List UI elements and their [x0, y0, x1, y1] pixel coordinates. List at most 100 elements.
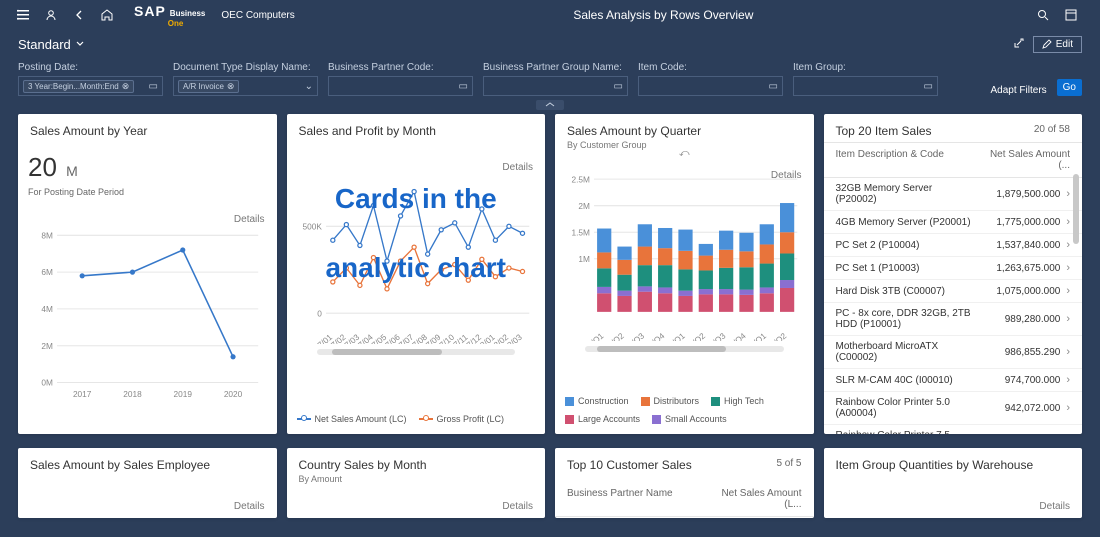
filter-item-group: Item Group: ▭: [793, 62, 938, 96]
filter-input-bp-code[interactable]: ▭: [328, 76, 473, 96]
filter-bp-code: Business Partner Code: ▭: [328, 62, 473, 96]
filter-label: Business Partner Group Name:: [483, 62, 628, 73]
chevron-down-icon[interactable]: ⌄: [305, 81, 313, 92]
table-row[interactable]: SLR M-CAM 40C (I00010)974,700.000›: [824, 369, 1083, 392]
details-link[interactable]: Details: [234, 214, 265, 225]
svg-text:1M: 1M: [578, 254, 590, 264]
table-row[interactable]: Rainbow Color Printer 5.0 (A00004)942,07…: [824, 392, 1083, 425]
filter-input-item-group[interactable]: ▭: [793, 76, 938, 96]
details-link[interactable]: Details: [771, 170, 802, 181]
table-header: Business Partner Name Net Sales Amount (…: [555, 482, 814, 517]
svg-text:1.5M: 1.5M: [571, 227, 590, 237]
table-row[interactable]: PC Set 1 (P10003)1,263,675.000›: [824, 257, 1083, 280]
table-row[interactable]: 32GB Memory Server (P20002)1,879,500.000…: [824, 178, 1083, 211]
filter-label: Business Partner Code:: [328, 62, 473, 73]
variant-selector[interactable]: Standard: [18, 37, 85, 52]
chevron-right-icon: ›: [1066, 216, 1070, 228]
cards-row-1: Sales Amount by Year 20 M For Posting Da…: [0, 106, 1100, 442]
card-count: 20 of 58: [1034, 124, 1070, 135]
user-icon[interactable]: [40, 4, 62, 26]
value-help-icon[interactable]: ▭: [769, 81, 778, 92]
table-row[interactable]: 4GB Memory Server (P20001)1,775,000.000›: [824, 211, 1083, 234]
filter-input-item-code[interactable]: ▭: [638, 76, 783, 96]
filter-label: Document Type Display Name:: [173, 62, 318, 73]
edit-button-label: Edit: [1056, 39, 1073, 50]
edit-button[interactable]: Edit: [1033, 36, 1082, 53]
card-sales-by-employee: Sales Amount by Sales Employee Details: [18, 448, 277, 518]
home-icon[interactable]: [96, 4, 118, 26]
svg-text:0: 0: [317, 308, 322, 318]
card-sales-by-year: Sales Amount by Year 20 M For Posting Da…: [18, 114, 277, 434]
stacked-bar-chart: 1M1.5M2M2.5M2017/Q12017/Q22017/Q32017/Q4…: [565, 175, 804, 341]
filter-label: Posting Date:: [18, 62, 163, 73]
filter-input-doc-type[interactable]: A/R Invoice⊗ ⌄: [173, 76, 318, 96]
svg-text:6M: 6M: [41, 267, 53, 277]
card-title: Country Sales by Month: [299, 458, 534, 472]
filter-token: 3 Year:Begin...Month:End⊗: [23, 80, 134, 93]
table-row[interactable]: PC Set 2 (P10004)1,537,840.000›: [824, 234, 1083, 257]
filter-input-bp-group[interactable]: ▭: [483, 76, 628, 96]
card-title: Sales Amount by Sales Employee: [30, 458, 265, 472]
filter-item-code: Item Code: ▭: [638, 62, 783, 96]
chevron-right-icon: ›: [1066, 374, 1070, 386]
kpi-subtitle: For Posting Date Period: [28, 187, 267, 197]
variant-name: Standard: [18, 37, 71, 52]
filter-doc-type: Document Type Display Name: A/R Invoice⊗…: [173, 62, 318, 96]
token-remove-icon[interactable]: ⊗: [227, 81, 235, 92]
table-col-1: Item Description & Code: [836, 149, 980, 171]
value-help-icon[interactable]: ▭: [614, 81, 623, 92]
card-item-group-warehouse: Item Group Quantities by Warehouse Detai…: [824, 448, 1083, 518]
details-link[interactable]: Details: [1039, 501, 1070, 512]
adapt-filters-button[interactable]: Adapt Filters: [991, 85, 1047, 96]
table-col-2: Net Sales Amount (...: [980, 149, 1070, 171]
card-country-sales: Country Sales by Month By Amount Details: [287, 448, 546, 518]
table-row[interactable]: Hard Disk 3TB (C00007)1,075,000.000›: [824, 280, 1083, 303]
chart-legend: ConstructionDistributorsHigh TechLarge A…: [555, 390, 814, 434]
card-sales-profit-month: Sales and Profit by Month Details Cards …: [287, 114, 546, 434]
value-help-icon[interactable]: ▭: [459, 81, 468, 92]
card-title: Item Group Quantities by Warehouse: [836, 458, 1071, 472]
chevron-right-icon: ›: [1066, 313, 1070, 325]
collapse-filter-icon[interactable]: [536, 100, 564, 110]
logo-sap-text: SAP: [134, 3, 166, 19]
details-link[interactable]: Details: [234, 501, 265, 512]
value-help-icon[interactable]: ▭: [924, 81, 933, 92]
chart-h-scrollbar[interactable]: [585, 346, 784, 352]
chart-legend: Net Sales Amount (LC)Gross Profit (LC): [287, 408, 546, 434]
menu-icon[interactable]: [12, 4, 34, 26]
go-button[interactable]: Go: [1057, 79, 1082, 96]
details-link[interactable]: Details: [502, 501, 533, 512]
chart-h-scrollbar[interactable]: [317, 349, 516, 355]
svg-text:500K: 500K: [302, 221, 322, 231]
top-header: SAP BusinessOne OEC Computers Sales Anal…: [0, 0, 1100, 30]
line-chart-year: 0M2M4M6M8M2017201820192020: [28, 227, 267, 403]
value-help-icon[interactable]: ▭: [149, 81, 158, 92]
search-icon[interactable]: [1032, 4, 1054, 26]
table-row[interactable]: Motherboard MicroATX (C00002)986,855.290…: [824, 336, 1083, 369]
scrollbar[interactable]: [1073, 174, 1079, 244]
table-header: Item Description & Code Net Sales Amount…: [824, 142, 1083, 178]
share-icon[interactable]: [1013, 37, 1025, 52]
nav-back-icon[interactable]: [68, 4, 90, 26]
token-remove-icon[interactable]: ⊗: [122, 81, 130, 92]
card-sales-by-quarter: Sales Amount by Quarter By Customer Grou…: [555, 114, 814, 434]
card-subtitle: By Amount: [299, 474, 534, 484]
table-body: 32GB Memory Server (P20002)1,879,500.000…: [824, 178, 1083, 434]
cards-row-2: Sales Amount by Sales Employee Details C…: [0, 440, 1100, 526]
svg-text:2M: 2M: [578, 201, 590, 211]
svg-text:2018: 2018: [123, 389, 142, 399]
details-link[interactable]: Details: [502, 162, 533, 173]
table-col-2: Net Sales Amount (L...: [711, 488, 801, 510]
filter-token: A/R Invoice⊗: [178, 80, 239, 93]
card-title: Top 10 Customer Sales: [567, 458, 802, 472]
svg-text:2019: 2019: [174, 389, 193, 399]
svg-text:2.5M: 2.5M: [571, 175, 590, 184]
layout-icon[interactable]: [1060, 4, 1082, 26]
table-row[interactable]: Rainbow Color Printer 7.5 (A00005)895,31…: [824, 425, 1083, 434]
company-name: OEC Computers: [221, 10, 294, 21]
card-title: Sales Amount by Year: [30, 124, 265, 138]
svg-text:2M: 2M: [41, 341, 53, 351]
table-row[interactable]: PC - 8x core, DDR 32GB, 2TB HDD (P10001)…: [824, 303, 1083, 336]
filter-input-posting-date[interactable]: 3 Year:Begin...Month:End⊗ ▭: [18, 76, 163, 96]
chevron-right-icon: ›: [1066, 402, 1070, 414]
